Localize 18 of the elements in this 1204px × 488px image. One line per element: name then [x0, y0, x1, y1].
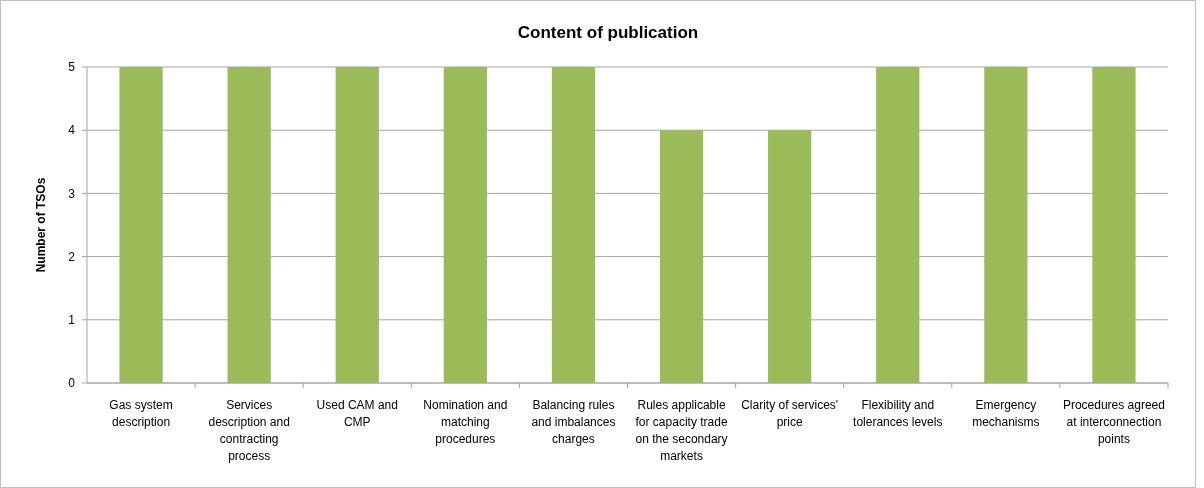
- x-tick-label: Gas system description: [109, 398, 173, 429]
- x-tick-label: Nomination and matching procedures: [423, 398, 508, 446]
- y-tick-label: 0: [68, 376, 76, 391]
- x-tick-label: Procedures agreed at interconnection points: [1062, 398, 1165, 446]
- x-tick-label: Balancing rules and imbalances charges: [531, 398, 616, 446]
- x-tick-label: Used CAM and CMP: [316, 398, 398, 429]
- y-tick-label: 2: [68, 249, 76, 264]
- y-axis-title: Number of TSOs: [34, 177, 48, 273]
- x-tick-label: Flexibility and tolerances levels: [853, 398, 943, 429]
- y-tick-label: 4: [68, 123, 76, 138]
- y-tick-label: 5: [68, 60, 76, 75]
- y-tick-label: 1: [68, 313, 76, 327]
- chart-title: Content of publication: [517, 23, 699, 42]
- x-tick-label: Services description and contracting process: [208, 398, 290, 463]
- x-tick-label: Emergency mechanisms: [972, 398, 1040, 429]
- y-tick-label: 3: [68, 186, 76, 201]
- x-tick-label: Clarity of services' price: [741, 398, 839, 429]
- x-tick-label: Rules applicable for capacity trade on the secondary markets: [635, 398, 728, 463]
